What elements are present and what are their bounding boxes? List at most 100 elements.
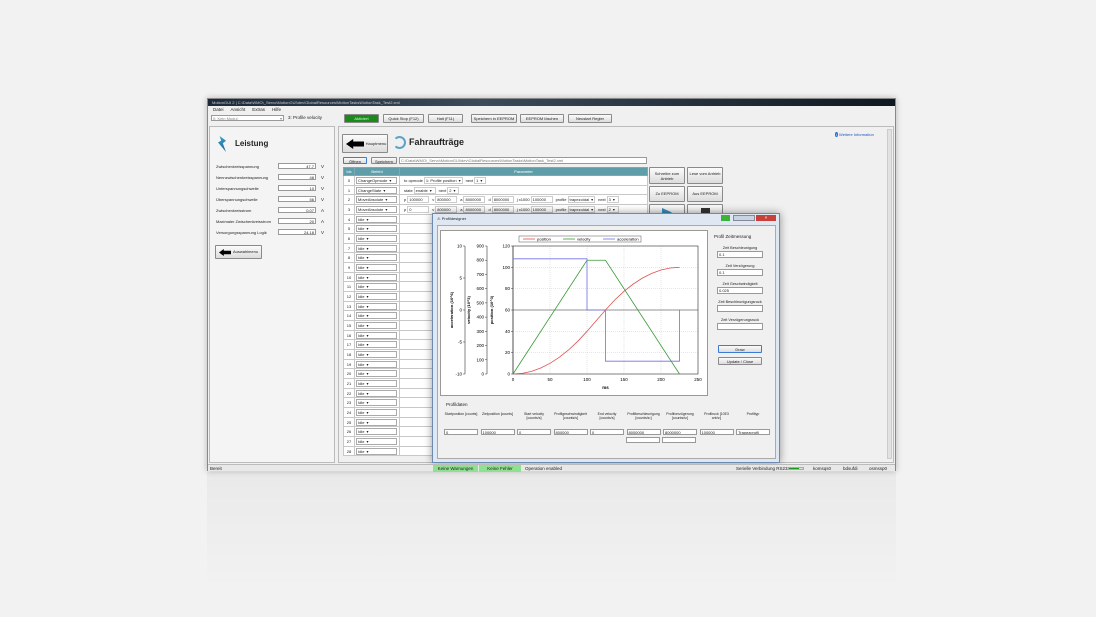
profile-field[interactable]: 100000 [699,429,734,435]
command-select[interactable]: Idle [354,271,400,283]
command-select[interactable]: Idle [354,397,400,409]
param-field[interactable]: 2 [606,205,619,213]
profile-field[interactable]: 8000000 [626,429,661,435]
command-select[interactable]: Idle [354,300,400,312]
y-axis-label: acceleration (10^6) [449,291,454,328]
command-select[interactable]: Idle [354,310,400,322]
command-select[interactable]: Idle [354,252,400,264]
profile-field[interactable]: 800000 [553,429,588,435]
menu-extras[interactable]: Extras [252,107,266,112]
menu-hilfe[interactable]: Hilfe [272,107,282,112]
command-select[interactable]: MoveAbsolute [354,204,400,215]
param-label: p [404,197,407,203]
draw-button[interactable]: Draw [718,345,762,353]
quick-stop-button[interactable]: Quick Stop (F12) [383,114,424,123]
param-field[interactable]: 800000 [435,205,458,213]
param-field[interactable]: 100000 [407,196,430,204]
command-select[interactable]: Idle [354,416,400,428]
profile-field[interactable]: 0 [517,429,551,435]
profile-accel-extra-field[interactable] [626,437,660,443]
param-field[interactable]: 2 [447,186,460,194]
mode-label: 3: Profile velocity [288,115,323,120]
profile-field[interactable]: 0 [590,429,624,435]
halt-button[interactable]: Halt (F11) [428,114,463,123]
command-select[interactable]: Idle [354,378,400,389]
table-row[interactable]: 3MoveAbsolutep0v800000a8000000d8000000j … [343,204,648,215]
close-button[interactable]: × [756,215,776,221]
param-field[interactable]: trapezoidal [567,205,596,213]
menu-datei[interactable]: Datei [213,107,224,112]
param-field[interactable]: 100000 [530,205,553,213]
command-select[interactable]: Idle [354,426,400,438]
command-select[interactable]: Idle [354,320,400,331]
profile-decel-extra-field[interactable] [662,437,696,443]
param-field[interactable]: 1: Profile position [423,176,463,184]
param-field[interactable]: 0 [407,205,430,213]
profile-field[interactable]: 100000 [480,429,515,435]
command-select[interactable]: Idle [354,407,400,418]
profile-field[interactable]: 0 [444,429,478,435]
read-from-drive-button[interactable]: Lese vom Antrieb [687,167,723,184]
param-field[interactable]: enable [413,186,436,194]
activated-button[interactable]: Aktiviert [344,114,379,123]
command-select[interactable]: Idle [354,387,400,399]
command-select[interactable]: Idle [354,233,400,244]
command-select[interactable]: Idle [354,329,400,341]
vertical-scrollbar[interactable] [887,129,892,459]
param-field[interactable]: 8000000 [463,205,486,213]
main-menu-button[interactable]: Hauptmenu [342,134,388,153]
param-label: a [460,197,463,203]
timing-field[interactable] [717,323,763,330]
param-field[interactable]: 1 [474,176,487,184]
timing-field[interactable] [717,305,763,312]
timing-field[interactable]: 0.1 [717,251,763,258]
param-field[interactable]: 800000 [435,196,458,204]
command-select[interactable]: MoveAbsolute [354,194,400,205]
open-button[interactable]: Öffnen [343,157,367,164]
command-select[interactable]: Idle [354,223,400,235]
command-select[interactable]: Idle [354,291,400,302]
command-select[interactable]: Idle [354,436,400,447]
command-select[interactable]: Idle [354,213,400,225]
module-select[interactable]: 0: Kein Modul ▾ [211,115,284,121]
table-row[interactable]: 1ChangeStatestateenablenext2 [343,184,648,196]
update-close-button[interactable]: Update / Close [718,357,762,365]
param-field[interactable]: 100000 [530,196,553,204]
command-select[interactable]: Idle [354,339,400,351]
command-value: Idle [356,234,397,242]
write-to-drive-button[interactable]: Schreibe zum Antrieb [649,167,685,184]
timing-field[interactable]: 0.025 [717,287,763,294]
command-select[interactable]: Idle [354,281,400,293]
to-eeprom-button[interactable]: Zu EEPROM [649,186,685,202]
clear-eeprom-button[interactable]: EEPROM löschen [520,114,564,123]
command-select[interactable]: Idle [354,349,400,360]
param-field[interactable]: 8000000 [463,196,486,204]
param-field[interactable]: 8000000 [491,196,514,204]
file-path-field[interactable]: C:\Data\WMO\_Servo\MotionGUI\dev\GlobalR… [399,157,647,164]
command-select[interactable]: Idle [354,368,400,380]
profile-field[interactable]: Trapezprofil [736,429,770,435]
restart-button[interactable]: Neustart Regler [568,114,612,123]
param-field[interactable]: trapezoidal [567,196,596,204]
from-eeprom-button[interactable]: Aus EEPROM [687,186,723,202]
measurement-value: 48 [278,174,316,180]
command-select[interactable]: Idle [354,445,400,457]
param-field[interactable]: 8000000 [491,205,514,213]
minimize-maximize-buttons[interactable] [733,215,755,221]
table-row[interactable]: 2MoveAbsolutep100000v800000a8000000d8000… [343,194,648,205]
selection-menu-button[interactable]: Auswahlmenu [215,245,262,259]
menu-ansicht[interactable]: Ansicht [230,107,246,112]
command-value: Idle [356,399,397,407]
command-select[interactable]: ChangeState [354,184,400,196]
param-field[interactable]: 3 [606,196,619,204]
command-select[interactable]: ChangeOpmode [354,175,400,186]
profile-field[interactable]: 8000000 [663,429,697,435]
save-eeprom-button[interactable]: Speichern in EEPROM [471,114,517,123]
command-select[interactable]: Idle [354,242,400,254]
command-select[interactable]: Idle [354,262,400,273]
command-select[interactable]: Idle [354,358,400,370]
save-button[interactable]: Speichern [371,157,397,164]
more-info-link[interactable]: i Weitere Information [835,132,874,137]
timing-field[interactable]: 0.1 [717,269,763,276]
